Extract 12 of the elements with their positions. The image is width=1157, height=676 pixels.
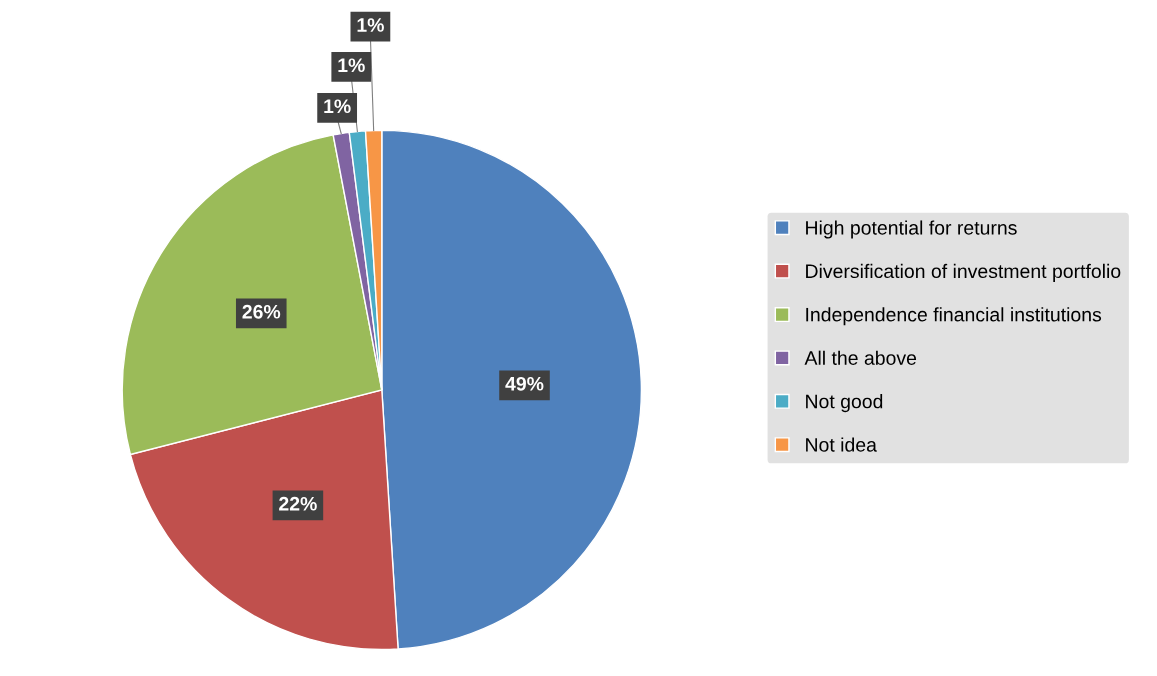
legend-label: High potential for returns (806, 220, 1017, 239)
legend-label: All the above (804, 350, 917, 365)
data-label: 1% (338, 58, 365, 73)
data-label: 26% (242, 304, 281, 319)
data-label: 49% (505, 376, 544, 391)
legend-label: Not good (806, 394, 883, 413)
legend-label: Diversification of investment portfolio (806, 263, 1121, 282)
legend-label: Not idea (806, 437, 877, 452)
legend-label: Independence financial institutions (806, 307, 1102, 326)
data-label: 1% (324, 99, 351, 114)
data-label: 1% (357, 18, 384, 32)
data-label: 22% (279, 496, 317, 511)
